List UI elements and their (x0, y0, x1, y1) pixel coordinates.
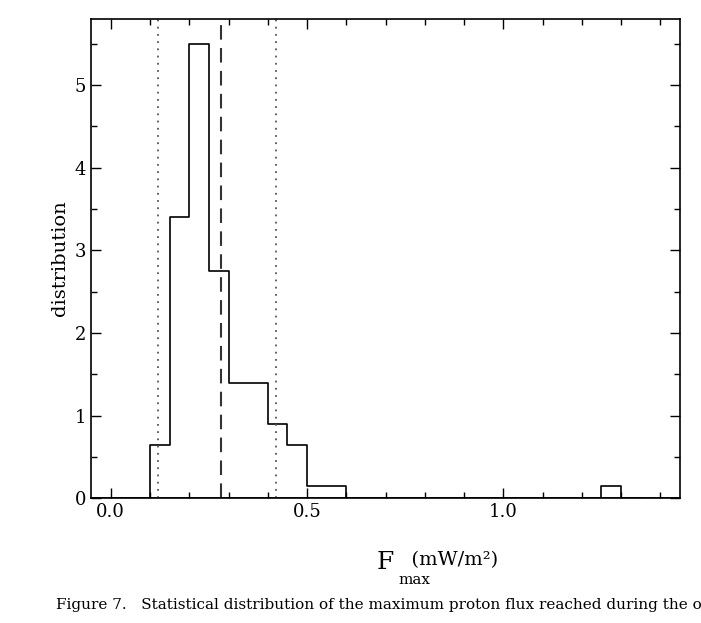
Text: max: max (398, 573, 430, 587)
Text: F: F (377, 551, 394, 574)
Text: (mW/m²): (mW/m²) (399, 551, 498, 569)
Text: Figure 7.   Statistical distribution of the maximum proton flux reached during t: Figure 7. Statistical distribution of th… (56, 598, 701, 612)
Y-axis label: distribution: distribution (51, 201, 69, 316)
